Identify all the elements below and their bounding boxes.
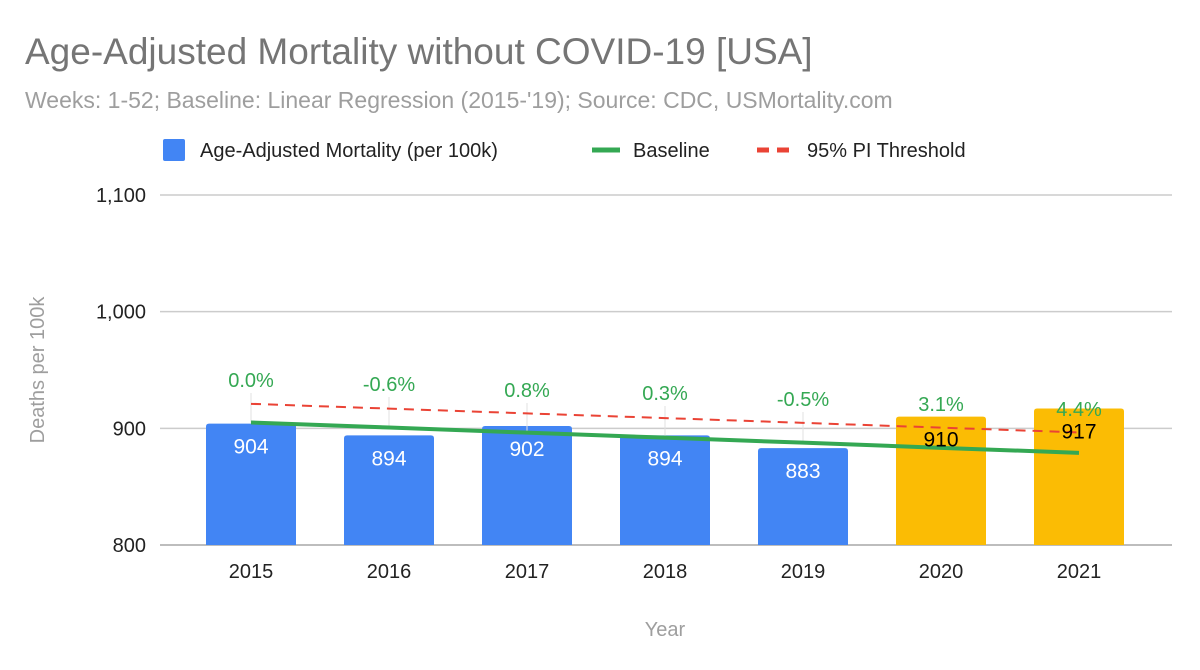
bar — [758, 448, 848, 545]
bar-value-label: 894 — [371, 447, 406, 470]
chart-title: Age-Adjusted Mortality without COVID-19 … — [25, 31, 813, 72]
bar-value-label: 894 — [647, 447, 682, 470]
excess-percent-label: 3.1% — [918, 394, 964, 416]
y-tick-label: 800 — [113, 535, 146, 557]
legend-label-bars: Age-Adjusted Mortality (per 100k) — [200, 140, 498, 162]
x-tick-label: 2020 — [919, 561, 964, 583]
x-tick-label: 2018 — [643, 561, 688, 583]
excess-percent-label: 4.4% — [1056, 399, 1102, 421]
legend-label-threshold: 95% PI Threshold — [807, 140, 966, 162]
y-tick-label: 1,000 — [96, 302, 146, 324]
legend-swatch-bars — [163, 139, 185, 161]
bar — [620, 435, 710, 545]
x-tick-label: 2016 — [367, 561, 412, 583]
excess-percent-label: 0.8% — [504, 380, 550, 402]
x-tick-label: 2019 — [781, 561, 826, 583]
baseline-line — [250, 420, 1080, 455]
x-tick-label: 2015 — [229, 561, 274, 583]
x-tick-label: 2017 — [505, 561, 550, 583]
excess-percent-label: 0.3% — [642, 383, 688, 405]
bar-value-label: 910 — [923, 429, 958, 452]
threshold-line — [250, 402, 1080, 434]
excess-percent-label: 0.0% — [228, 370, 274, 392]
bar-value-label: 883 — [785, 460, 820, 483]
y-axis-title: Deaths per 100k — [27, 296, 49, 444]
excess-percent-label: -0.5% — [777, 389, 829, 411]
bar — [344, 435, 434, 545]
bar — [482, 426, 572, 545]
chart-subtitle: Weeks: 1-52; Baseline: Linear Regression… — [25, 87, 893, 113]
bar — [206, 423, 296, 545]
excess-percent-label: -0.6% — [363, 374, 415, 396]
y-tick-label: 900 — [113, 418, 146, 440]
legend-label-baseline: Baseline — [633, 140, 710, 162]
bar-value-label: 917 — [1061, 421, 1096, 444]
bar-value-label: 902 — [509, 438, 544, 461]
x-tick-label: 2021 — [1057, 561, 1102, 583]
legend: Age-Adjusted Mortality (per 100k) Baseli… — [163, 139, 966, 162]
bar — [1034, 408, 1124, 545]
y-tick-label: 1,100 — [96, 185, 146, 207]
x-axis-title: Year — [645, 619, 686, 641]
bar-value-label: 904 — [233, 436, 268, 459]
